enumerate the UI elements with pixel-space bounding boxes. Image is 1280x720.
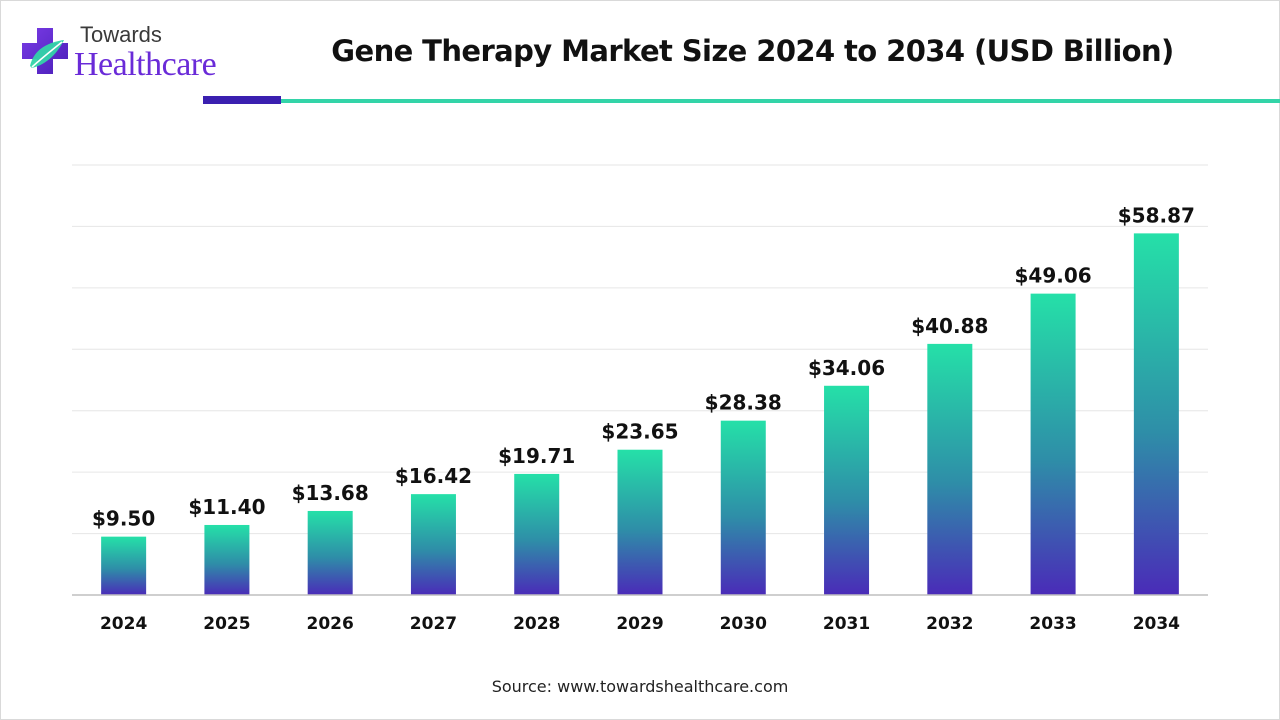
header-divider-line: [281, 99, 1280, 103]
bar-2025: [204, 524, 250, 595]
bars: $9.50 $11.40 $13.68 $16.42 $19.71 $23.65 $28.3…: [92, 203, 1195, 595]
header-accent-band: [203, 96, 281, 104]
x-tick-label: 2031: [823, 614, 870, 634]
bar-2024: [101, 536, 147, 595]
bar-2033: [1030, 293, 1076, 595]
x-tick-label: 2033: [1029, 614, 1076, 634]
x-tick-label: 2026: [307, 614, 354, 634]
bar-2030: [720, 420, 766, 595]
bar-2032: [927, 343, 973, 595]
x-tick-label: 2024: [100, 614, 147, 634]
data-label: $49.06: [1014, 264, 1091, 288]
brand-name-top: Towards: [80, 22, 162, 47]
data-label: $34.06: [808, 356, 885, 380]
source-note: Source: www.towardshealthcare.com: [491, 677, 789, 696]
x-tick-label: 2028: [513, 614, 560, 634]
chart-title: Gene Therapy Market Size 2024 to 2034 (U…: [331, 34, 1174, 68]
brand-logo: Towards Healthcare: [20, 20, 240, 90]
data-label: $19.71: [498, 444, 575, 468]
data-label: $9.50: [92, 507, 155, 531]
data-label: $11.40: [188, 495, 265, 519]
bar-2029: [617, 449, 663, 595]
medical-cross-leaf-icon: [22, 28, 68, 74]
data-label: $58.87: [1118, 203, 1195, 227]
bar-2031: [824, 385, 870, 595]
x-tick-label: 2027: [410, 614, 457, 634]
bar-2034: [1133, 233, 1179, 595]
bar-2028: [514, 473, 560, 595]
x-tick-label: 2030: [720, 614, 767, 634]
data-label: $23.65: [601, 420, 678, 444]
data-label: $40.88: [911, 314, 988, 338]
data-label: $13.68: [292, 481, 369, 505]
x-tick-label: 2032: [926, 614, 973, 634]
x-tick-labels: 2024 2025 2026 2027 2028 2029 2030 2031 2032 2033…: [100, 614, 1180, 634]
data-label: $16.42: [395, 464, 472, 488]
data-label: $28.38: [705, 391, 782, 415]
bar-2027: [410, 494, 456, 595]
x-tick-label: 2025: [203, 614, 250, 634]
x-tick-label: 2029: [616, 614, 663, 634]
x-tick-label: 2034: [1133, 614, 1180, 634]
bar-2026: [307, 510, 353, 595]
brand-name-bottom: Healthcare: [74, 46, 217, 83]
